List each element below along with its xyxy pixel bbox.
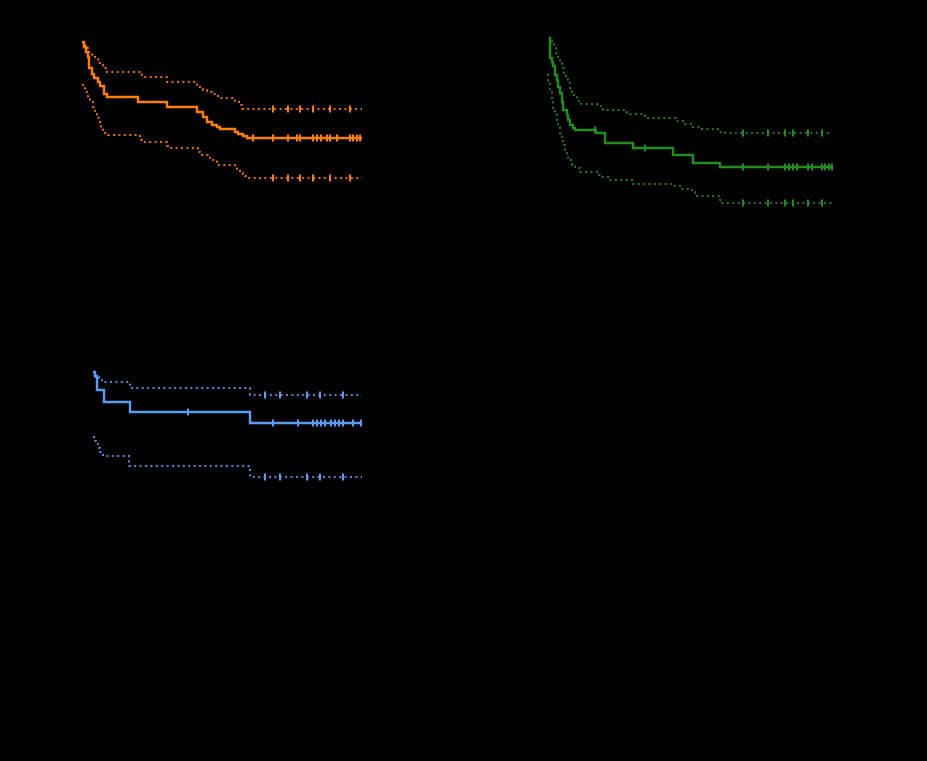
bottom-left-blue-upper-ci-curve bbox=[93, 371, 362, 396]
top-right-green-lower-ci-curve bbox=[547, 74, 832, 204]
top-right-green-survival-curve bbox=[548, 36, 832, 169]
km-panel-top-right-green bbox=[547, 36, 833, 207]
top-left-orange-upper-ci-curve bbox=[82, 41, 362, 110]
km-panel-bottom-left-blue bbox=[93, 370, 362, 481]
top-left-orange-survival-curve bbox=[82, 40, 362, 140]
top-left-orange-lower-ci-curve bbox=[82, 84, 362, 179]
bottom-left-blue-survival-curve bbox=[93, 370, 362, 425]
bottom-left-blue-lower-ci-curve bbox=[93, 436, 362, 478]
top-right-green-upper-ci-curve bbox=[549, 37, 832, 134]
km-panel-top-left-orange bbox=[82, 40, 362, 182]
